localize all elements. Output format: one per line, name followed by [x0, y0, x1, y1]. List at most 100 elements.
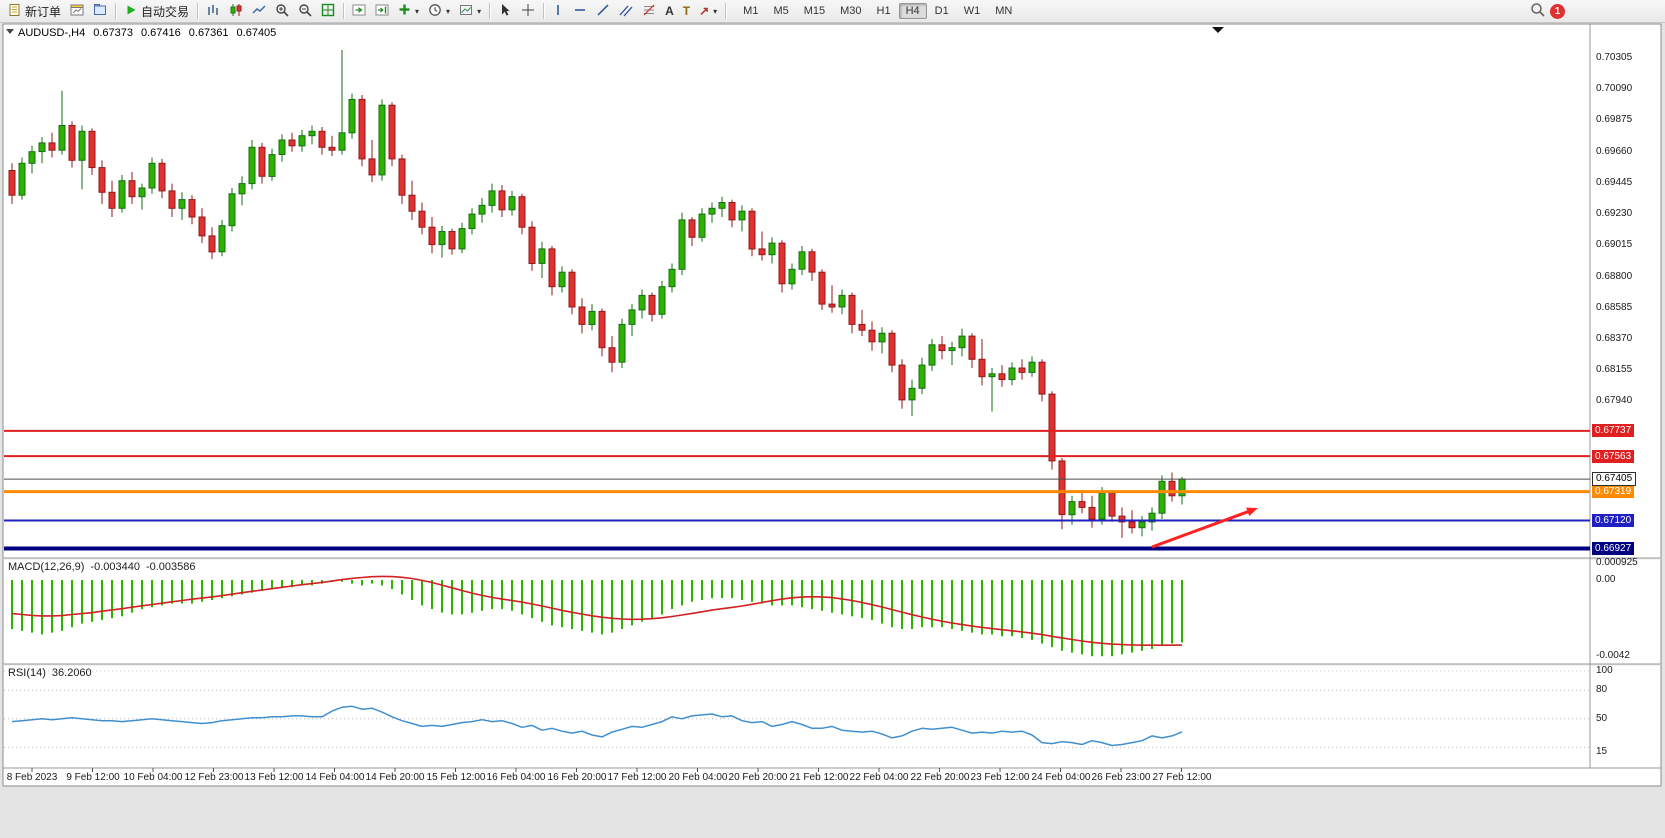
candle-body — [458, 228, 466, 250]
zoom-in-button[interactable] — [271, 2, 293, 21]
zoom-in-icon — [275, 3, 289, 20]
crosshair-button[interactable] — [517, 2, 539, 21]
timeframe-button-m5[interactable]: M5 — [773, 5, 789, 17]
candle-body — [928, 344, 936, 366]
timeframe-button-m15[interactable]: M15 — [803, 5, 826, 17]
candle-body — [858, 323, 866, 331]
toolbar-separator — [489, 3, 491, 19]
new-chart-button[interactable] — [66, 2, 88, 21]
search-button[interactable] — [1526, 2, 1549, 21]
candle-body — [1028, 361, 1036, 373]
candle-body — [908, 387, 916, 401]
toolbar-separator — [115, 3, 117, 19]
candle-body — [598, 310, 606, 349]
candle-body — [818, 271, 826, 305]
periods-dropdown-button[interactable]: ▾ — [424, 2, 454, 21]
timeframe-button-h1[interactable]: H1 — [876, 5, 891, 17]
line-chart-button[interactable] — [248, 2, 270, 21]
channel-tool-button[interactable] — [615, 2, 637, 21]
fibonacci-tool-button[interactable] — [638, 2, 660, 21]
candle-body — [368, 158, 376, 176]
candle-body — [708, 207, 716, 215]
cursor-button[interactable] — [494, 2, 516, 21]
candle-body — [288, 139, 296, 147]
candle-body — [208, 235, 216, 253]
text-tool-button[interactable]: A — [661, 2, 678, 21]
tile-windows-button[interactable] — [317, 2, 339, 21]
candle-body — [898, 364, 906, 401]
trendline-tool-button[interactable] — [592, 2, 614, 21]
candle-body — [318, 130, 326, 148]
candle-body — [918, 364, 926, 389]
indicators-add-button[interactable]: ▾ — [394, 2, 423, 21]
candle-body — [728, 202, 736, 221]
candle-body — [1018, 367, 1026, 373]
timeframe-button-mn[interactable]: MN — [995, 5, 1013, 17]
candle-body — [478, 204, 486, 215]
candle-body — [88, 130, 96, 169]
candle-body — [148, 162, 156, 189]
candle-body — [498, 190, 506, 211]
candle-body — [48, 142, 56, 151]
candle-body — [348, 98, 356, 134]
candlestick-chart-button[interactable] — [225, 2, 247, 21]
candle-body — [1008, 367, 1016, 381]
one-click-trading-toggle[interactable] — [6, 29, 14, 34]
profiles-button[interactable] — [89, 2, 111, 21]
arrows-tool-button[interactable]: ↗ ▾ — [695, 2, 721, 21]
candle-body — [228, 193, 236, 227]
text-tool-icon: A — [665, 4, 674, 18]
timeframe-group: M1 M5 M15 M30 H1 H4 D1 W1 MN — [736, 3, 1019, 19]
candle-body — [558, 271, 566, 288]
candle-body — [1038, 361, 1046, 395]
horizontal-line-tool-button[interactable] — [569, 2, 591, 21]
templates-dropdown-button[interactable]: ▾ — [455, 2, 485, 21]
candle-body — [58, 125, 66, 151]
candle-body — [218, 225, 226, 253]
timeframe-button-d1[interactable]: D1 — [934, 5, 949, 17]
candle-body — [438, 231, 446, 246]
candle-body — [778, 242, 786, 285]
crosshair-icon — [521, 3, 535, 20]
chart-shift-button[interactable] — [371, 2, 393, 21]
timeframe-button-m1[interactable]: M1 — [743, 5, 759, 17]
timeframe-button-m30[interactable]: M30 — [840, 5, 862, 17]
candle-body — [978, 358, 986, 378]
candle-body — [298, 135, 306, 147]
candle-body — [948, 347, 956, 352]
candle-body — [548, 248, 556, 288]
candle-body — [1108, 492, 1116, 517]
candle-body — [878, 332, 886, 343]
timeframe-button-w1[interactable]: W1 — [963, 5, 981, 17]
candle-body — [1128, 521, 1136, 529]
chart-shift-marker[interactable] — [1212, 27, 1224, 33]
candle-body — [798, 251, 806, 270]
annotation-arrow-shaft[interactable] — [1151, 508, 1253, 549]
candle-body — [1178, 478, 1186, 497]
channel-icon — [619, 3, 633, 20]
autotrading-button[interactable]: 自动交易 — [120, 2, 193, 21]
timeframe-button-h4[interactable]: H4 — [898, 3, 927, 19]
zoom-out-button[interactable] — [294, 2, 316, 21]
candle-body — [518, 196, 526, 228]
label-tool-button[interactable]: T — [679, 2, 694, 21]
candle-body — [28, 151, 36, 164]
candle-body — [668, 268, 676, 288]
new-order-button[interactable]: 新订单 — [4, 2, 65, 21]
annotation-arrow-head[interactable] — [1246, 507, 1258, 517]
candle-body — [378, 104, 386, 176]
candle-body — [328, 146, 336, 151]
candle-body — [588, 310, 596, 325]
bar-chart-button[interactable] — [202, 2, 224, 21]
candle-body — [108, 191, 116, 209]
candle-body — [198, 216, 206, 237]
zoom-out-icon — [298, 3, 312, 20]
candle-body — [388, 104, 396, 160]
notification-badge[interactable]: 1 — [1550, 3, 1565, 19]
autotrading-label: 自动交易 — [141, 4, 190, 19]
candle-body — [418, 210, 426, 228]
candle-body — [168, 190, 176, 209]
vertical-line-tool-button[interactable] — [548, 2, 568, 21]
auto-scroll-button[interactable] — [348, 2, 370, 21]
